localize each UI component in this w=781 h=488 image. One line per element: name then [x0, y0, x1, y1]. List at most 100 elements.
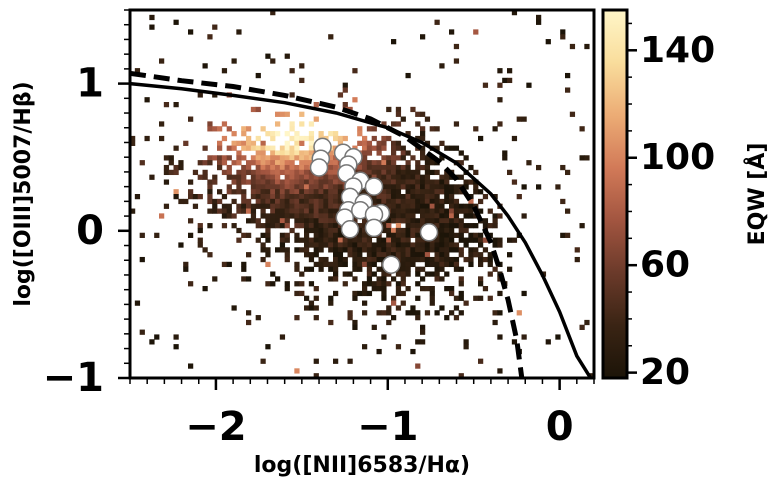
heatmap-cell	[323, 184, 329, 190]
heatmap-cell	[241, 140, 247, 146]
heatmap-cell	[337, 179, 344, 185]
heatmap-cell	[241, 189, 247, 195]
heatmap-cell	[299, 160, 305, 166]
heatmap-cell	[313, 261, 319, 268]
heatmap-cell	[386, 237, 392, 243]
heatmap-cell	[487, 252, 493, 258]
heatmap-cell	[453, 189, 460, 195]
heatmap-cell	[202, 63, 208, 69]
heatmap-cell	[395, 232, 402, 238]
heatmap-cell	[250, 169, 257, 176]
heatmap-cell	[415, 266, 421, 272]
heatmap-cell	[410, 155, 416, 161]
heatmap-cell	[202, 286, 208, 292]
heatmap-cell	[304, 223, 310, 229]
heatmap-cell	[386, 252, 392, 258]
heatmap-cell	[487, 261, 493, 268]
heatmap-cell	[279, 218, 286, 224]
heatmap-cell	[560, 198, 566, 205]
heatmap-cell	[497, 334, 503, 340]
heatmap-cell	[299, 237, 305, 243]
heatmap-cell	[415, 339, 421, 345]
heatmap-cell	[424, 198, 431, 205]
heatmap-cell	[439, 213, 445, 219]
heatmap-cell	[429, 160, 435, 166]
heatmap-cell	[492, 237, 498, 243]
heatmap-cell	[415, 295, 421, 301]
heatmap-cell	[265, 164, 271, 171]
heatmap-cell	[149, 339, 155, 345]
heatmap-cell	[347, 315, 353, 321]
heatmap-cell	[400, 164, 406, 171]
heatmap-cell	[521, 116, 527, 122]
heatmap-cell	[270, 169, 276, 176]
heatmap-cell	[478, 261, 484, 268]
heatmap-cell	[444, 174, 450, 180]
heatmap-cell	[299, 271, 305, 277]
heatmap-cell	[313, 218, 319, 224]
heatmap-cell	[391, 155, 397, 161]
heatmap-cell	[163, 179, 170, 185]
heatmap-cell	[284, 169, 290, 176]
heatmap-cell	[221, 194, 228, 200]
heatmap-cell	[221, 155, 228, 161]
heatmap-cell	[395, 344, 402, 350]
heatmap-cell	[318, 213, 324, 219]
heatmap-cell	[202, 169, 208, 176]
heatmap-cell	[400, 145, 406, 151]
colorbar-ticks	[627, 22, 637, 374]
heatmap-cell	[424, 155, 431, 161]
heatmap-cell	[318, 237, 324, 243]
heatmap-cell	[328, 266, 334, 272]
heatmap-cell	[444, 179, 450, 185]
heatmap-cell	[376, 266, 382, 272]
heatmap-cell	[221, 160, 228, 166]
heatmap-cell	[279, 111, 286, 117]
heatmap-cell	[381, 276, 387, 282]
heatmap-cell	[328, 227, 334, 234]
heatmap-cell	[468, 247, 474, 253]
heatmap-cell	[318, 203, 324, 209]
heatmap-cell	[236, 155, 242, 161]
heatmap-cell	[415, 315, 421, 321]
heatmap-cell	[304, 189, 310, 195]
heatmap-cell	[400, 116, 406, 122]
heatmap-cell	[236, 160, 242, 166]
galaxy-points	[309, 137, 439, 274]
heatmap-cell	[371, 247, 377, 253]
heatmap-cell	[333, 232, 339, 238]
heatmap-cell	[497, 121, 503, 127]
heatmap-cell	[434, 184, 440, 190]
heatmap-cell	[333, 131, 339, 137]
heatmap-cell	[212, 198, 218, 205]
heatmap-cell	[231, 223, 237, 229]
heatmap-cell	[318, 223, 324, 229]
heatmap-cell	[304, 247, 310, 253]
heatmap-cell	[265, 344, 271, 350]
heatmap-cell	[333, 290, 339, 297]
heatmap-cell	[415, 121, 421, 127]
heatmap-cell	[487, 295, 493, 301]
heatmap-cell	[478, 237, 484, 243]
heatmap-cell	[395, 247, 402, 253]
heatmap-cell	[434, 213, 440, 219]
heatmap-cell	[405, 198, 411, 205]
heatmap-cell	[241, 174, 247, 180]
heatmap-cell	[376, 242, 382, 248]
heatmap-cell	[391, 232, 397, 238]
heatmap-cell	[294, 247, 300, 253]
heatmap-cell	[458, 310, 464, 316]
heatmap-cell	[395, 198, 402, 205]
colorbar-tick-label: 100	[640, 137, 715, 178]
y-tick-labels: −1 0 1	[43, 61, 104, 401]
heatmap-cell	[270, 271, 276, 277]
heatmap-cell	[434, 261, 440, 268]
heatmap-cell	[318, 242, 324, 248]
heatmap-cell	[192, 169, 199, 176]
heatmap-cell	[197, 227, 203, 234]
heatmap-cell	[395, 174, 402, 180]
heatmap-cell	[449, 237, 455, 243]
heatmap-cell	[429, 169, 435, 176]
heatmap-cell	[439, 63, 445, 69]
heatmap-cell	[299, 184, 305, 190]
